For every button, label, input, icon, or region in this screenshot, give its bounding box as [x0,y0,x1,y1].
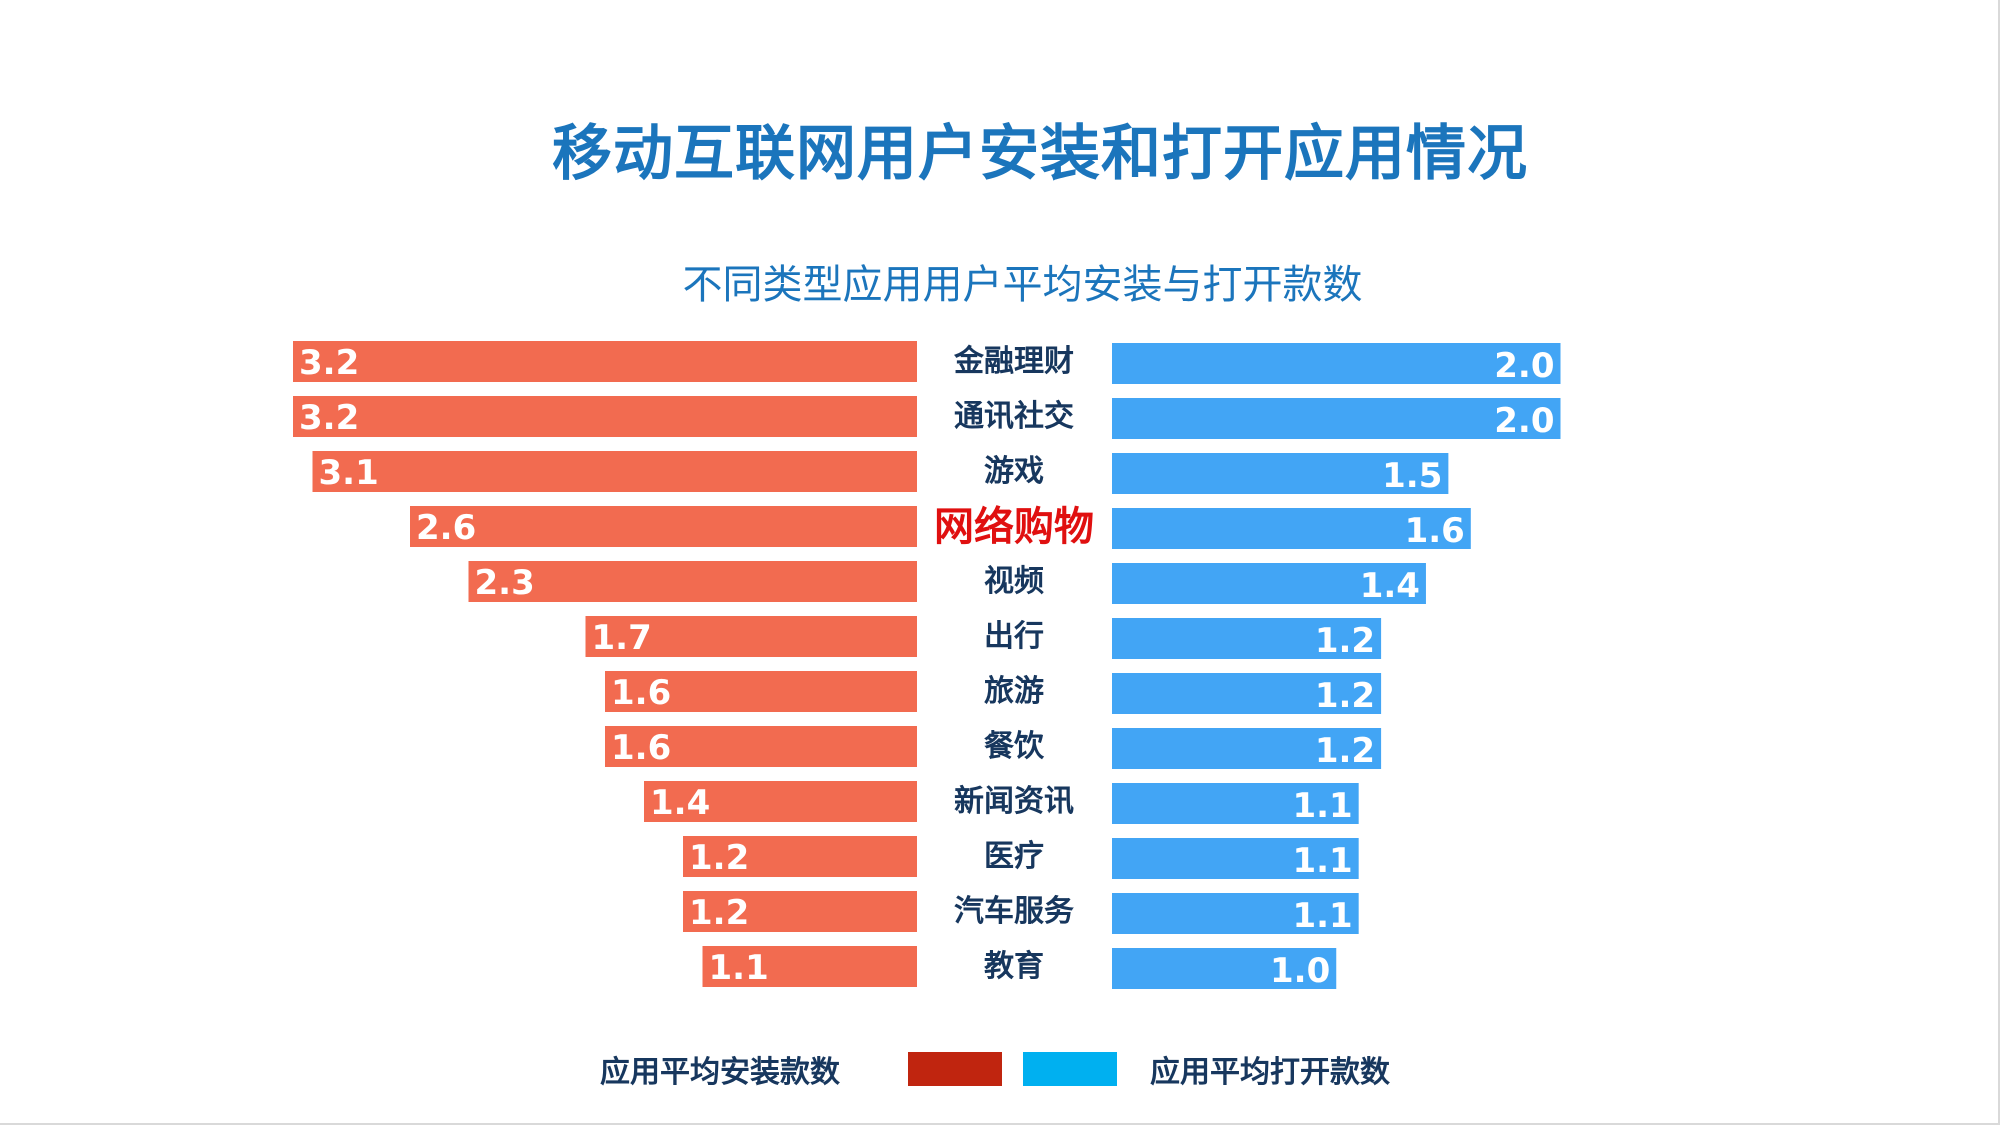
category-label: 金融理财 [953,344,1074,379]
open-value-label: 1.1 [1292,841,1352,881]
install-bar-11 [702,946,917,987]
open-value-label: 2.0 [1494,346,1554,386]
install-bar-1 [293,396,917,437]
install-value-label: 1.1 [709,948,769,988]
open-value-label: 1.6 [1405,511,1465,551]
install-value-label: 1.2 [689,838,749,878]
open-bar-1 [1112,398,1561,439]
install-value-label: 2.3 [475,563,535,603]
open-bar-10 [1112,893,1359,934]
install-value-label: 2.6 [416,508,476,548]
open-bar-7 [1112,728,1382,769]
legend-install-label: 应用平均安装款数 [600,1055,840,1090]
open-bar-8 [1112,783,1359,824]
open-bar-9 [1112,838,1359,879]
open-bar-4 [1112,563,1426,604]
category-label: 汽车服务 [954,894,1074,929]
open-bar-6 [1112,673,1382,714]
install-bar-0 [293,341,917,382]
install-value-label: 3.1 [319,453,379,493]
install-bar-3 [410,506,917,547]
install-bar-4 [468,561,917,602]
category-label: 网络购物 [934,504,1094,550]
open-bar-0 [1112,343,1561,384]
install-value-label: 1.7 [592,618,652,658]
open-value-label: 1.1 [1292,786,1352,826]
install-bar-6 [605,671,917,712]
category-label: 游戏 [984,454,1044,489]
open-value-label: 1.1 [1292,896,1352,936]
install-bar-2 [312,451,917,492]
install-value-label: 3.2 [299,343,359,383]
install-bar-10 [683,891,917,932]
open-value-label: 1.2 [1315,676,1375,716]
open-value-label: 1.4 [1360,566,1420,606]
category-label: 医疗 [984,839,1044,874]
open-value-label: 1.2 [1315,621,1375,661]
legend-install-swatch [908,1052,1002,1086]
install-value-label: 1.6 [611,673,671,713]
category-label: 出行 [984,619,1044,654]
install-value-label: 1.6 [611,728,671,768]
open-bar-2 [1112,453,1449,494]
category-label: 通讯社交 [954,399,1074,434]
install-bar-5 [585,616,917,657]
install-bar-7 [605,726,917,767]
category-label: 餐饮 [984,729,1045,764]
category-label: 旅游 [984,674,1044,709]
open-value-label: 1.5 [1382,456,1442,496]
open-bar-3 [1112,508,1471,549]
page-title: 移动互联网用户安装和打开应用情况 [552,119,1528,189]
install-bar-8 [644,781,917,822]
install-bar-9 [683,836,917,877]
legend-open-label: 应用平均打开款数 [1150,1055,1390,1090]
open-bar-5 [1112,618,1382,659]
chart-title: 不同类型应用用户平均安装与打开款数 [682,262,1363,308]
category-label: 视频 [984,564,1044,599]
legend-open-swatch [1023,1052,1117,1086]
install-value-label: 1.4 [650,783,710,823]
install-value-label: 3.2 [299,398,359,438]
category-label: 教育 [984,949,1044,984]
open-value-label: 1.2 [1315,731,1375,771]
install-value-label: 1.2 [689,893,749,933]
open-bar-11 [1112,948,1337,989]
category-label: 新闻资讯 [954,784,1074,819]
open-value-label: 2.0 [1494,401,1554,441]
open-value-label: 1.0 [1270,951,1330,991]
